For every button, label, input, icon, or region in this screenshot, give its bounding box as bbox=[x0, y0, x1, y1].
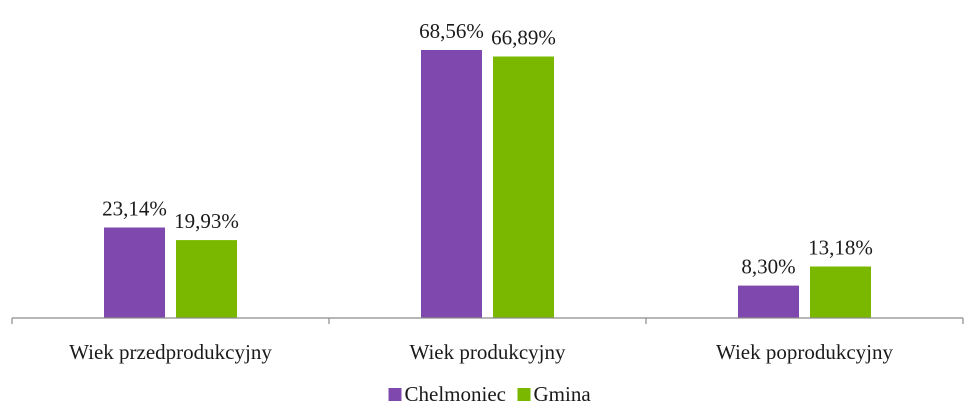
bars-layer bbox=[104, 50, 871, 318]
legend-swatch-gmina bbox=[517, 388, 531, 401]
data-label-gmina-2: 66,89% bbox=[491, 26, 556, 50]
bar-chelmoniec-2 bbox=[421, 50, 482, 318]
bar-chelmoniec-1 bbox=[104, 227, 165, 318]
legend-swatch-chelmoniec bbox=[388, 388, 402, 401]
data-label-chelmoniec-1: 23,14% bbox=[102, 197, 167, 221]
data-labels-layer: 23,14% 19,93% 68,56% 66,89% 8,30% 13,18% bbox=[102, 19, 873, 279]
bar-chelmoniec-3 bbox=[738, 285, 799, 318]
x-tick-label-2: Wiek produkcyjny bbox=[409, 340, 566, 364]
data-label-gmina-3: 13,18% bbox=[808, 236, 873, 260]
legend-label-chelmoniec: Chelmoniec bbox=[405, 382, 506, 406]
x-axis: Wiek przedprodukcyjny Wiek produkcyjny Wie… bbox=[11, 317, 964, 364]
legend: Chelmoniec Gmina bbox=[388, 382, 592, 406]
data-label-chelmoniec-2: 68,56% bbox=[419, 19, 484, 43]
x-tick-label-1: Wiek przedprodukcyjny bbox=[69, 340, 272, 364]
legend-label-gmina: Gmina bbox=[534, 382, 592, 406]
bar-gmina-3 bbox=[810, 266, 871, 318]
x-tick-label-3: Wiek poprodukcyjny bbox=[716, 340, 894, 364]
bar-gmina-1 bbox=[176, 240, 237, 318]
bar-gmina-2 bbox=[493, 56, 554, 318]
data-label-gmina-1: 19,93% bbox=[174, 209, 239, 233]
data-label-chelmoniec-3: 8,30% bbox=[741, 255, 795, 279]
